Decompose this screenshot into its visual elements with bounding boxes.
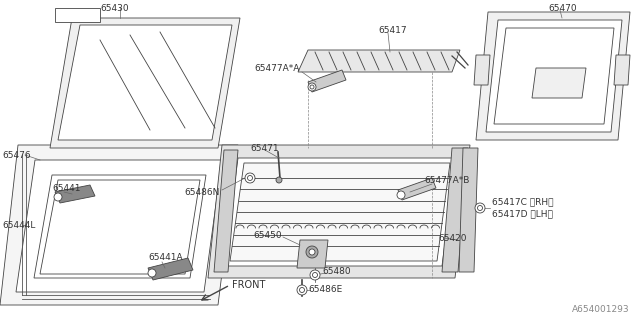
Polygon shape (0, 145, 238, 305)
Circle shape (297, 285, 307, 295)
Circle shape (309, 249, 315, 255)
Text: 65486N: 65486N (184, 188, 220, 196)
Circle shape (248, 175, 253, 180)
Polygon shape (40, 180, 200, 274)
Circle shape (397, 191, 405, 199)
Text: 65480: 65480 (322, 268, 351, 276)
Text: 65477A*B: 65477A*B (424, 175, 469, 185)
Circle shape (475, 203, 485, 213)
Polygon shape (55, 8, 100, 22)
Polygon shape (34, 175, 206, 278)
Circle shape (312, 273, 317, 277)
Text: 65417D 〈LH〉: 65417D 〈LH〉 (492, 210, 553, 219)
Polygon shape (474, 55, 490, 85)
Circle shape (310, 270, 320, 280)
Text: 65417C 〈RH〉: 65417C 〈RH〉 (492, 197, 554, 206)
Text: 65476: 65476 (2, 150, 31, 159)
Polygon shape (230, 163, 450, 261)
Polygon shape (297, 240, 328, 268)
Circle shape (276, 177, 282, 183)
Polygon shape (208, 145, 470, 278)
Text: 65477A*A: 65477A*A (255, 63, 300, 73)
Text: 65470: 65470 (548, 4, 577, 12)
Text: 65450: 65450 (253, 230, 282, 239)
Text: 65471: 65471 (250, 143, 278, 153)
Circle shape (477, 205, 483, 211)
Polygon shape (224, 158, 456, 266)
Polygon shape (148, 258, 193, 280)
Text: 65420: 65420 (438, 234, 467, 243)
Text: 65441A: 65441A (148, 253, 182, 262)
Text: 65444L: 65444L (2, 220, 35, 229)
Circle shape (148, 269, 156, 277)
Text: 65441: 65441 (52, 183, 81, 193)
Text: 65430: 65430 (100, 4, 129, 12)
Circle shape (306, 246, 318, 258)
Text: FRONT: FRONT (232, 280, 266, 290)
Circle shape (308, 83, 316, 91)
Polygon shape (398, 178, 436, 200)
Polygon shape (532, 68, 586, 98)
Polygon shape (494, 28, 614, 124)
Text: 65417: 65417 (378, 26, 406, 35)
Polygon shape (486, 20, 622, 132)
Polygon shape (214, 150, 238, 272)
Polygon shape (476, 12, 630, 140)
Polygon shape (50, 18, 240, 148)
Circle shape (310, 85, 314, 89)
Polygon shape (55, 185, 95, 203)
Text: A654001293: A654001293 (572, 305, 630, 314)
Polygon shape (16, 160, 222, 292)
Polygon shape (308, 70, 346, 92)
Polygon shape (614, 55, 630, 85)
Polygon shape (459, 148, 478, 272)
Text: 65486E: 65486E (308, 285, 342, 294)
Polygon shape (298, 50, 460, 72)
Circle shape (245, 173, 255, 183)
Circle shape (300, 287, 305, 292)
Polygon shape (58, 25, 232, 140)
Circle shape (54, 193, 62, 201)
Polygon shape (442, 148, 468, 272)
